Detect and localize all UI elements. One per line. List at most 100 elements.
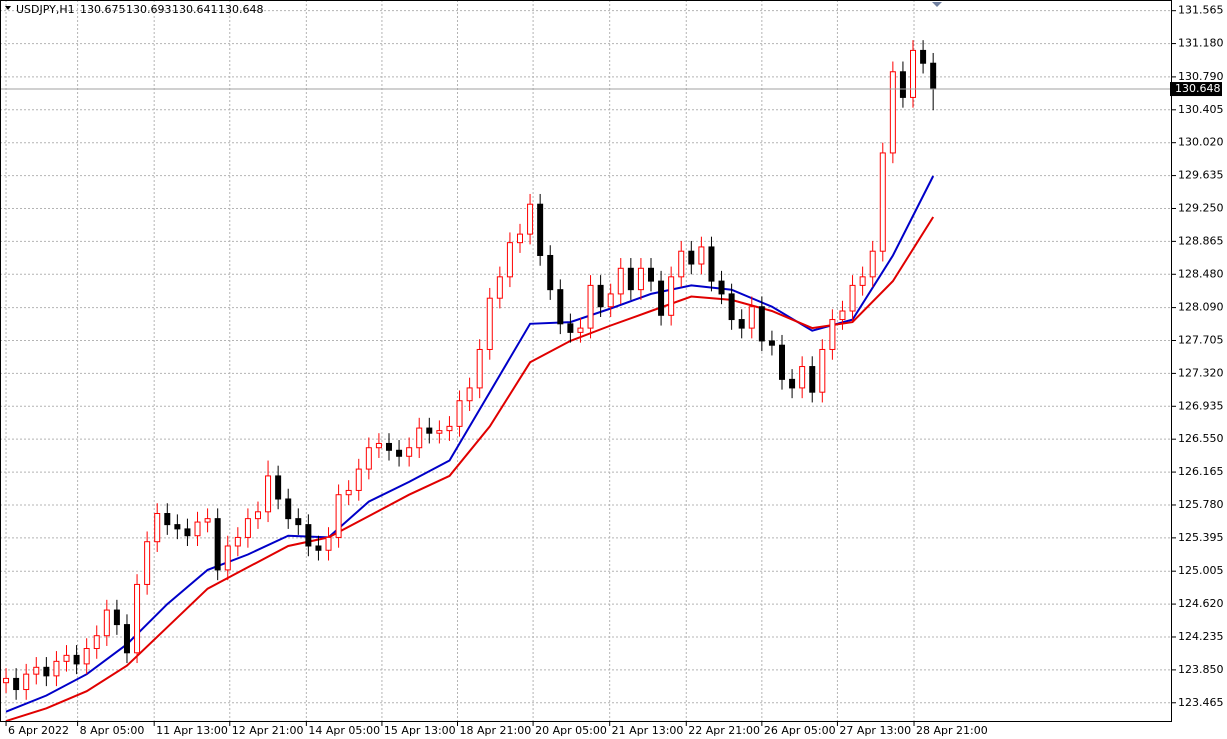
price-label: 130.648 [1175,82,1221,95]
y-tick-label: 124.235 [1178,630,1224,643]
candle-body [637,267,644,291]
candle-body [385,442,392,451]
candle-body [496,276,503,299]
moving-average-line [5,175,935,713]
x-tick-label: 12 Apr 21:00 [232,724,304,737]
candle-body [305,524,312,547]
candle-body [668,276,675,316]
y-tick-label: 131.565 [1178,4,1224,17]
candle-body [436,430,443,434]
candle-body [285,498,292,520]
candle-body [537,203,544,256]
candle-body [456,400,463,427]
candle-body [516,233,523,244]
ohlc-value: 130.693 [126,3,172,16]
candle-body [113,609,120,626]
price-label-box [1170,82,1222,97]
y-tick-label: 123.850 [1178,663,1224,676]
candle-body [63,654,70,662]
candle-body [506,242,513,278]
y-tick-label: 130.405 [1178,103,1224,116]
candle-body [839,310,846,321]
candle-body [184,528,191,537]
y-tick-label: 127.320 [1178,366,1224,379]
y-tick-label: 125.780 [1178,498,1224,511]
menu-arrow [5,6,11,10]
candle-body [879,152,886,252]
candle-body [779,344,786,380]
candle-body [567,323,574,333]
candle-body [658,280,665,316]
candle-body [174,524,181,530]
plot-area [0,0,1172,723]
candle-body [557,289,564,325]
y-tick-label: 126.165 [1178,465,1224,478]
candle-body [265,475,272,513]
y-tick-label: 126.550 [1178,432,1224,445]
x-tick-label: 21 Apr 13:00 [612,724,684,737]
candle-body [869,250,876,278]
candle-body [910,49,917,98]
candle-body [214,518,221,571]
candle-body [345,489,352,496]
shift-marker [932,2,942,7]
candle-body [134,583,141,654]
candle-body [426,427,433,434]
y-tick-label: 124.620 [1178,597,1224,610]
candle-body [718,280,725,295]
candle-body [899,71,906,98]
candle-body [476,348,483,389]
candle-body [224,545,231,571]
candle-body [678,250,685,278]
y-tick-label: 125.005 [1178,564,1224,577]
x-tick-label: 20 Apr 05:00 [535,724,607,737]
x-tick-label: 15 Apr 13:00 [384,724,456,737]
candle-body [789,378,796,389]
candle-body [728,293,735,321]
candle-body [587,284,594,329]
candle-body [688,250,695,265]
candle-body [194,521,201,537]
candle-body [617,267,624,295]
candle-body [577,327,584,333]
candle-body [758,306,765,342]
candle-body [23,673,30,691]
candle-body [849,284,856,312]
candle-body [103,609,110,637]
candle-body [83,648,90,665]
candle-body [920,49,927,64]
ohlc-value: 130.648 [218,3,264,16]
x-tick-label: 26 Apr 05:00 [764,724,836,737]
candle-body [93,635,100,650]
candle-body [325,536,332,551]
candle-body [164,513,171,526]
candle-body [768,340,775,346]
y-tick-label: 125.395 [1178,531,1224,544]
symbol: USDJPY,H1 [16,3,75,16]
candle-body [698,246,705,265]
x-tick-label: 22 Apr 21:00 [688,724,760,737]
candle-body [43,666,50,677]
candle-body [73,654,80,665]
y-tick-label: 123.465 [1178,696,1224,709]
candle-body [204,518,211,523]
candle-body [889,71,896,154]
candle-body [597,284,604,308]
candle-body [627,267,634,291]
candle-body [829,319,836,350]
candle-body [234,536,241,547]
candle-body [365,447,372,470]
candle-body [748,306,755,329]
candle-body [527,203,534,235]
y-tick-label: 129.635 [1178,169,1224,182]
candle-body [295,518,302,526]
x-tick-label: 11 Apr 13:00 [156,724,228,737]
candle-body [547,254,554,291]
candle-body [375,442,382,449]
candle-body [123,624,130,654]
plot-border [0,0,1172,722]
moving-average-line [5,216,935,723]
candle-body [799,366,806,389]
y-tick-label: 128.090 [1178,301,1224,314]
